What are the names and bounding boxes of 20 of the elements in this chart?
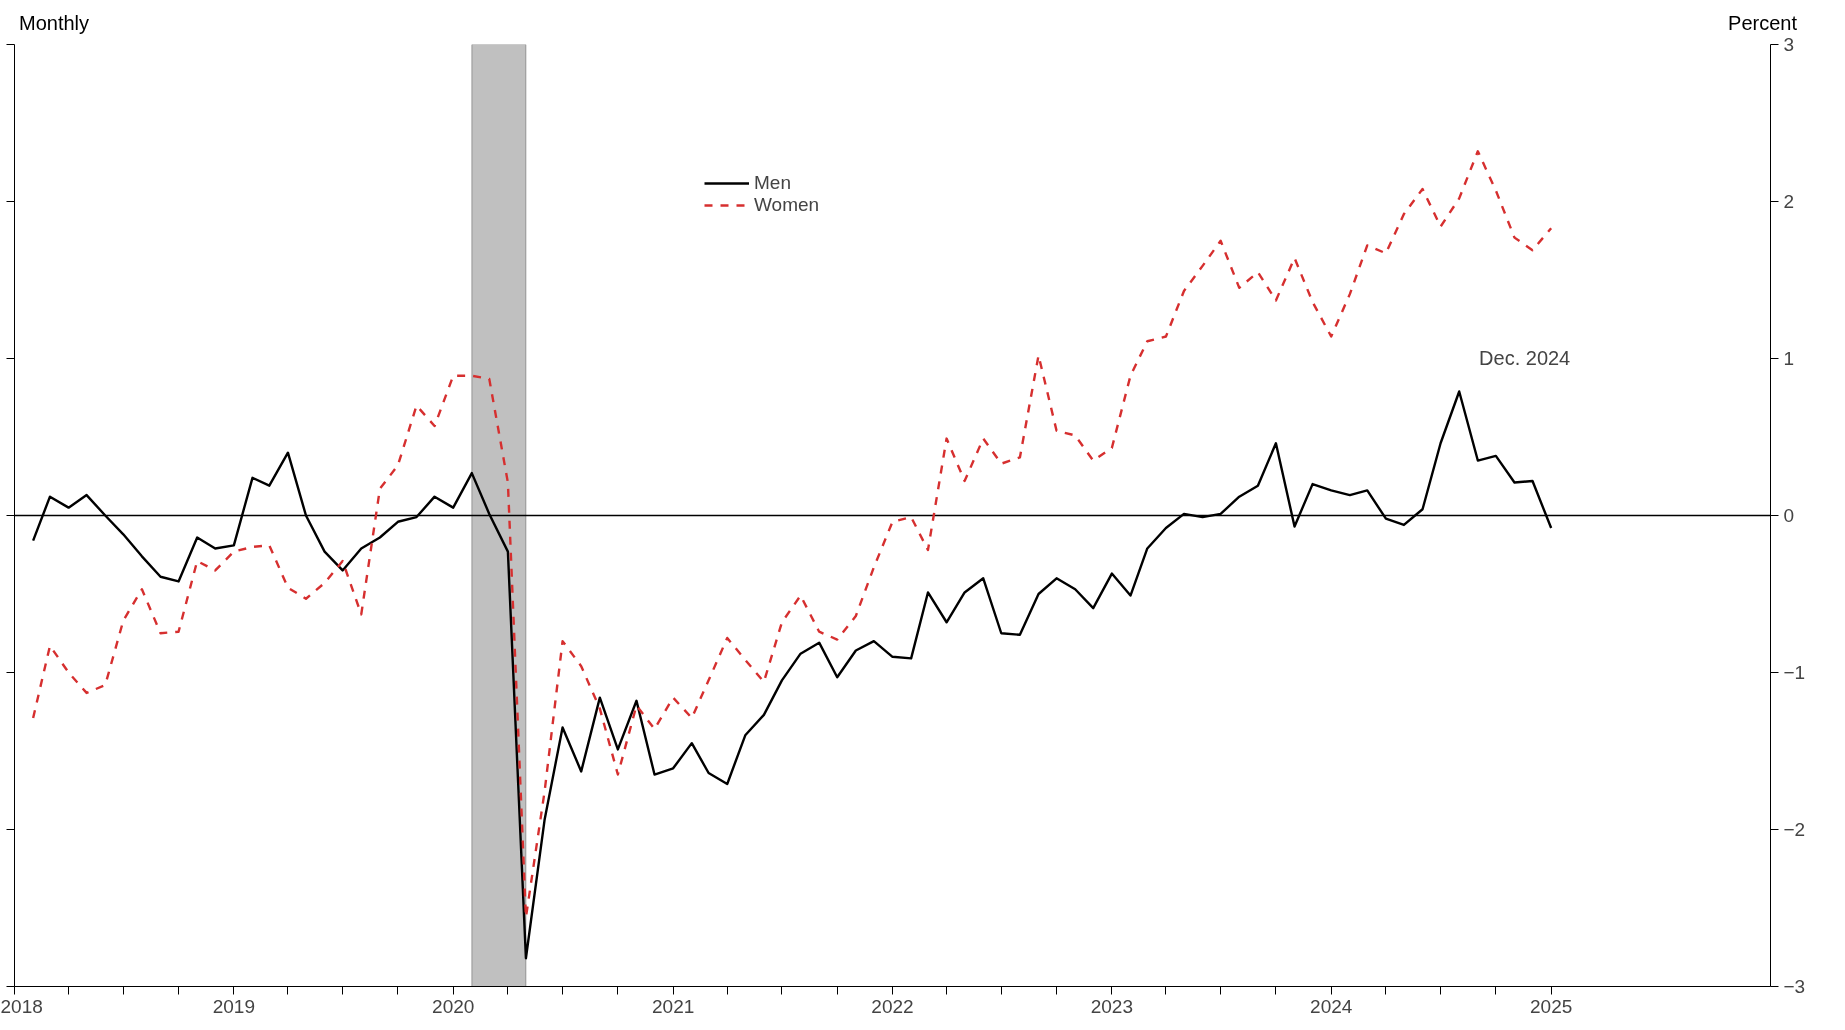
y-tick-label: 3 bbox=[1783, 34, 1795, 55]
text: Monthly bbox=[19, 11, 90, 36]
x-tick-label: 2022 bbox=[871, 995, 914, 1017]
y-tick-label: 0 bbox=[1783, 505, 1795, 526]
y-tick-label: 2 bbox=[1783, 191, 1795, 212]
y-axis-title: Percent bbox=[1728, 11, 1797, 36]
x-tick-label: 2021 bbox=[652, 995, 695, 1017]
x-tick-label: 2025 bbox=[1530, 995, 1573, 1017]
x-tick-label: 2018 bbox=[0, 995, 43, 1017]
legend-label: Men bbox=[754, 172, 791, 194]
y-tick-label: −2 bbox=[1783, 819, 1806, 840]
x-tick-label: 2024 bbox=[1310, 995, 1353, 1017]
y-tick-label: −3 bbox=[1783, 976, 1806, 997]
x-tick-label: 2019 bbox=[212, 995, 255, 1017]
x-tick-label: 2023 bbox=[1090, 995, 1133, 1017]
legend-label: Women bbox=[754, 194, 820, 216]
x-tick-label: 2020 bbox=[432, 995, 475, 1017]
y-tick-label: −1 bbox=[1783, 662, 1806, 683]
annotation: Dec. 2024 bbox=[1479, 347, 1571, 370]
y-tick-label: 1 bbox=[1783, 348, 1795, 369]
